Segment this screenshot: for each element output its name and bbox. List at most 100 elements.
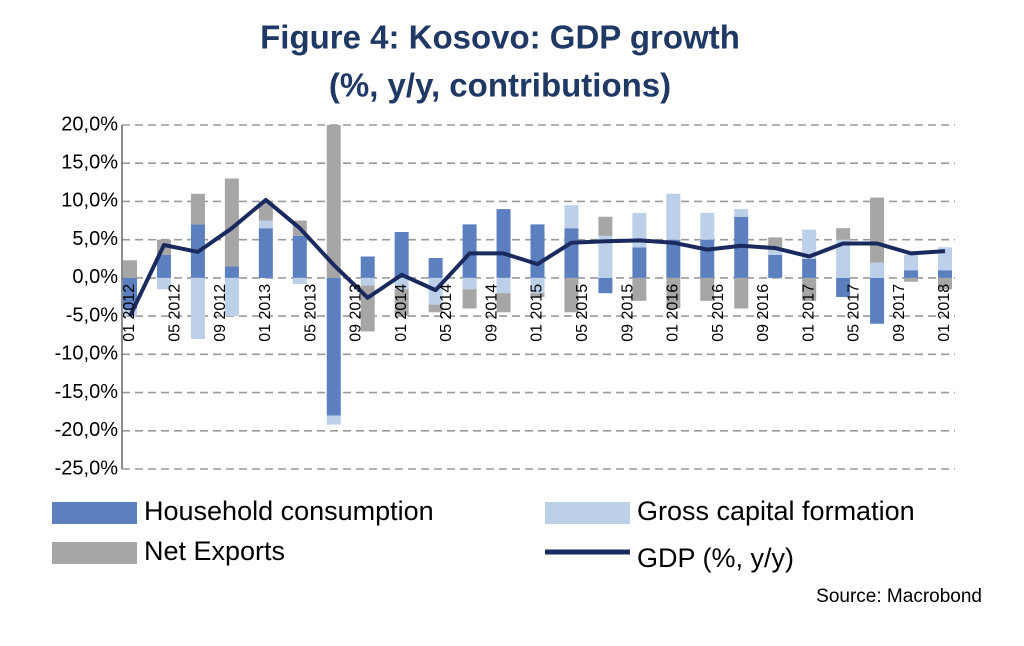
bar-segment (870, 197, 885, 263)
bar-segment (768, 247, 783, 255)
bar-segment (224, 266, 239, 278)
legend-label: Household consumption (144, 496, 434, 526)
bar-segment (870, 277, 885, 324)
bar-segment (700, 212, 715, 240)
y-tick-label: 10,0% (61, 190, 118, 212)
bar-segment (666, 193, 681, 240)
x-tick-label: 09 2017 (891, 284, 908, 342)
x-tick-label: 01 2018 (936, 284, 953, 342)
bar-segment (156, 277, 171, 290)
bar-segment (190, 277, 205, 340)
y-tick-label: 0,0% (72, 266, 118, 288)
y-tick-label: 20,0% (61, 113, 118, 135)
bar-segment (870, 262, 885, 278)
bar-segment (326, 125, 341, 278)
bar-segment (326, 415, 341, 425)
bar-segment (394, 277, 409, 290)
bar-segment (258, 201, 273, 221)
x-tick-label: 01 2013 (257, 284, 274, 342)
bar-segment (734, 277, 749, 309)
bar-segment (666, 277, 681, 309)
bar-segment (904, 277, 919, 282)
bar-segment (462, 224, 477, 278)
bar-segment (190, 193, 205, 225)
bar-segment (904, 270, 919, 278)
bar-segment (462, 277, 477, 290)
x-tick-label: 09 2014 (483, 284, 500, 342)
y-tick-label: 15,0% (61, 152, 118, 174)
x-tick-label: 05 2014 (438, 284, 455, 342)
x-tick-label: 01 2015 (529, 284, 546, 342)
bar-segment (156, 254, 171, 278)
bar-segment (632, 247, 647, 278)
bar-segment (428, 258, 443, 278)
y-tick-label: -10,0% (55, 343, 119, 365)
bar-segment (496, 277, 511, 294)
bar-segment (802, 229, 817, 259)
bar-segment (836, 239, 851, 278)
bar-segment (938, 270, 952, 278)
bar-segment (292, 235, 307, 278)
bar-segment (462, 289, 477, 309)
bar-segment (530, 224, 545, 278)
bar-segment (123, 277, 137, 309)
bar-segment (258, 228, 273, 278)
bar-segment (768, 254, 783, 278)
bar-segment (496, 293, 511, 313)
x-tick-label: 09 2013 (348, 284, 365, 342)
legend-swatch (52, 502, 137, 524)
bar-segment (598, 277, 613, 294)
bar-segment (734, 209, 749, 217)
bar-segment (666, 239, 681, 278)
bar-segment (836, 228, 851, 240)
legend-label: GDP (%, y/y) (637, 543, 794, 573)
x-tick-label: 01 2014 (393, 284, 410, 342)
bar-segment (700, 239, 715, 278)
bar-segment (394, 232, 409, 278)
x-tick-label: 09 2015 (619, 284, 636, 342)
x-tick-label: 01 2017 (800, 284, 817, 342)
bar-segment (326, 277, 341, 416)
y-tick-label: 5,0% (72, 228, 118, 250)
bar-segment (123, 260, 137, 278)
legend-swatch (52, 542, 137, 564)
bar-segment (700, 277, 715, 301)
bar-segment (564, 228, 579, 278)
bar-segment (598, 235, 613, 278)
legend-label: Gross capital formation (637, 496, 915, 526)
bar-segment (598, 216, 613, 236)
bar-segment (360, 277, 375, 286)
y-tick-label: -20,0% (55, 419, 119, 441)
bar-segment (496, 209, 511, 278)
bar-segment (224, 277, 239, 317)
chart-title: (%, y/y, contributions) (329, 67, 671, 104)
y-tick-label: -15,0% (55, 381, 119, 403)
legend-label: Net Exports (144, 536, 285, 566)
bar-segment (836, 277, 851, 297)
bar-segment (632, 277, 647, 301)
gdp-line (128, 197, 946, 317)
bar-segment (360, 256, 375, 278)
bar-segment (428, 304, 443, 313)
x-tick-label: 09 2012 (212, 284, 229, 342)
y-tick-label: -5,0% (66, 304, 118, 326)
x-tick-label: 05 2013 (302, 284, 319, 342)
source-note: Source: Macrobond (816, 586, 982, 607)
bar-segment (802, 277, 817, 301)
bar-segment (938, 277, 952, 290)
bar-segment (530, 277, 545, 294)
bar-segment (224, 178, 239, 267)
bar-segment (394, 289, 409, 317)
x-tick-label: 05 2017 (846, 284, 863, 342)
x-tick-label: 01 2016 (665, 284, 682, 342)
x-tick-label: 05 2012 (166, 284, 183, 342)
y-tick-label: -25,0% (55, 457, 119, 479)
bar-segment (564, 205, 579, 229)
bar-segment (530, 293, 545, 297)
legend-swatch (545, 502, 630, 524)
bar-segment (292, 277, 307, 285)
chart-title: Figure 4: Kosovo: GDP growth (260, 19, 740, 56)
x-tick-label: 01 2012 (121, 284, 138, 342)
bar-segment (802, 258, 817, 278)
